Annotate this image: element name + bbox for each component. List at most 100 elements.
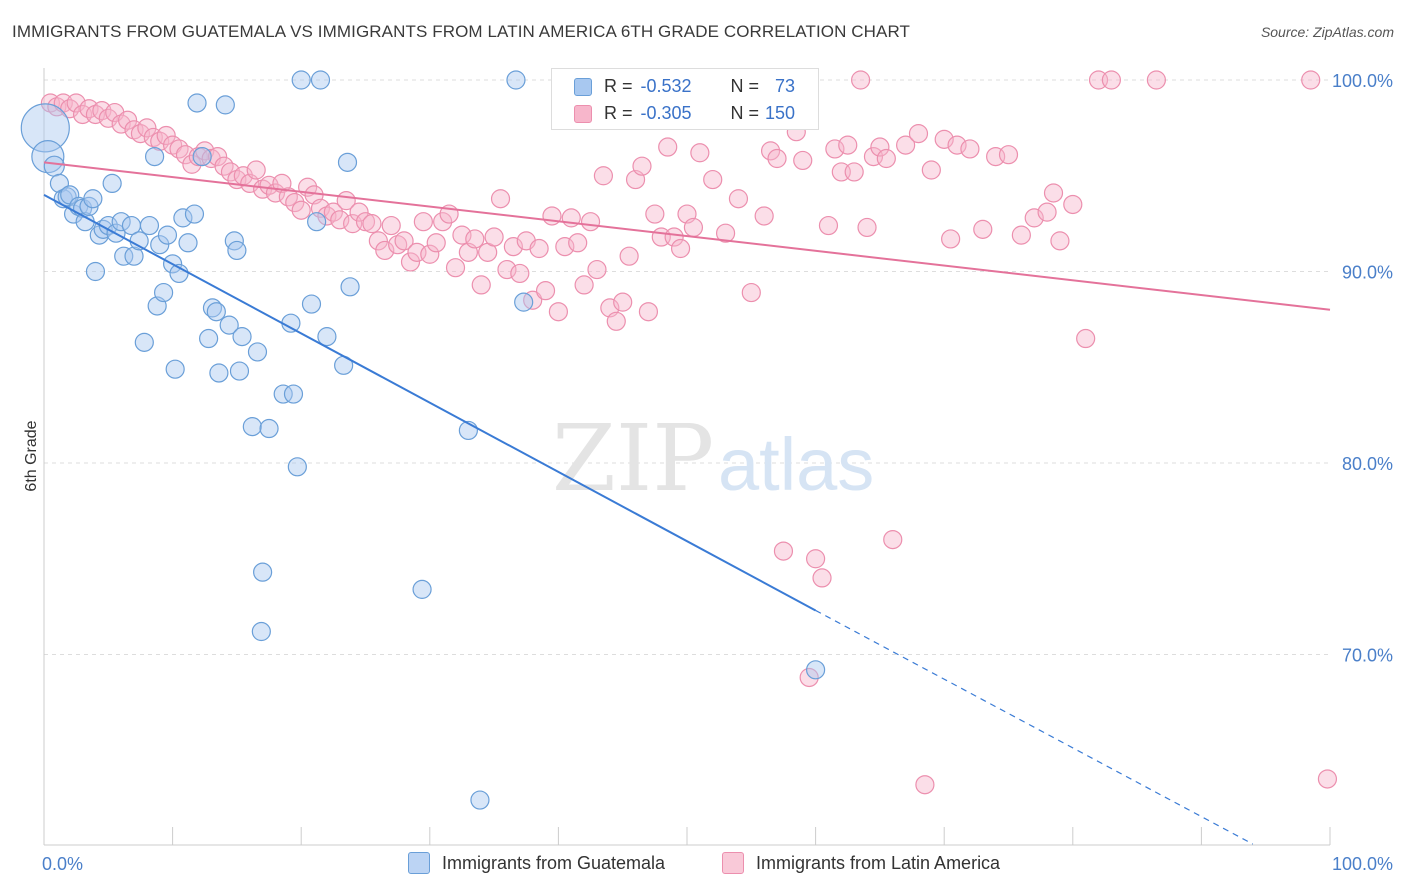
data-point [896, 135, 916, 155]
data-point [291, 70, 311, 90]
data-point [173, 208, 193, 228]
data-point [1011, 225, 1031, 245]
data-point [187, 93, 207, 113]
data-point [232, 327, 252, 347]
stats-swatch-pink [574, 104, 592, 123]
data-point [1037, 202, 1057, 222]
data-point [307, 212, 327, 232]
n-label: N = [730, 76, 760, 96]
data-point [941, 229, 961, 249]
data-point [1063, 194, 1083, 215]
data-point [773, 541, 794, 561]
data-point [83, 189, 103, 209]
data-point [703, 169, 723, 190]
chart-title: IMMIGRANTS FROM GUATEMALA VS IMMIGRANTS … [12, 22, 911, 41]
data-point [124, 246, 144, 266]
legend-item-guatemala[interactable]: Immigrants from Guatemala [408, 852, 665, 874]
x-tick-label-min: 0.0% [42, 854, 83, 874]
data-point [433, 212, 453, 232]
data-point [412, 579, 432, 599]
data-point [381, 215, 401, 236]
data-point [283, 384, 304, 404]
data-point [805, 549, 826, 569]
data-point [394, 231, 414, 251]
trend-line-latin-america [43, 161, 1331, 311]
data-point [301, 294, 322, 314]
data-point [413, 212, 433, 232]
data-point [117, 110, 138, 130]
stats-swatch-blue [574, 77, 592, 96]
stats-row-guatemala: R = -0.532 N = 73 [574, 76, 795, 97]
data-point [690, 143, 710, 163]
legend-label-latin-america: Immigrants from Latin America [756, 852, 1001, 873]
data-point [606, 311, 626, 331]
data-point [192, 147, 212, 167]
data-point [1101, 70, 1121, 90]
data-point [825, 139, 845, 159]
data-point [471, 275, 491, 295]
data-point [921, 160, 941, 180]
data-point [574, 275, 594, 295]
data-point [555, 237, 575, 257]
data-point [638, 302, 659, 322]
data-point [844, 162, 864, 182]
data-point [139, 215, 160, 236]
data-point [330, 210, 350, 230]
data-point [883, 529, 903, 550]
y-tick-label: 90.0% [1342, 263, 1393, 283]
data-point [715, 223, 736, 243]
data-point [220, 162, 241, 182]
watermark-zip: ZIP [552, 405, 714, 512]
data-point [165, 359, 185, 379]
legend-swatch-blue [408, 852, 430, 874]
y-axis-label: 6th Grade [23, 420, 40, 491]
data-point [529, 238, 549, 259]
data-point [215, 95, 235, 115]
n-label: N = [730, 103, 760, 123]
r-label: R = [604, 76, 633, 96]
data-point [337, 152, 358, 172]
data-point [199, 328, 219, 349]
data-point [208, 147, 228, 167]
data-point [246, 160, 266, 180]
trend-line-guatemala-extension [815, 609, 1254, 845]
y-tick-label: 70.0% [1342, 646, 1393, 666]
trend-lines [43, 161, 1331, 845]
data-point [619, 246, 639, 266]
data-point [134, 332, 154, 352]
data-point [420, 244, 440, 264]
data-point [400, 252, 421, 272]
data-point [506, 70, 526, 90]
data-point [202, 298, 223, 318]
data-point [273, 384, 293, 404]
stats-row-latin-america: R = -0.305 N = 150 [574, 103, 795, 124]
data-point [851, 70, 871, 90]
data-point [1043, 183, 1064, 203]
data-point [876, 148, 896, 169]
tick-labels: 70.0% 80.0% 90.0% 100.0% 0.0% 100.0% [42, 71, 1393, 874]
data-point [580, 212, 601, 232]
data-point [242, 417, 262, 437]
data-point [645, 204, 665, 224]
data-point [251, 621, 271, 642]
data-point [973, 219, 993, 239]
x-tick-label-max: 100.0% [1332, 854, 1393, 874]
data-point [227, 240, 247, 261]
data-point [484, 227, 504, 247]
data-point [184, 204, 205, 224]
data-point [349, 202, 369, 222]
data-point [259, 418, 279, 439]
n-value-guatemala: 73 [775, 76, 796, 96]
data-point [799, 667, 819, 688]
data-point [253, 562, 273, 582]
data-point [247, 342, 268, 362]
data-point [1317, 769, 1338, 789]
data-point [150, 235, 170, 255]
data-point [490, 189, 511, 209]
data-point [767, 148, 787, 169]
data-point [209, 363, 229, 383]
data-point [960, 139, 980, 159]
data-point [947, 135, 967, 155]
data-point [857, 217, 877, 238]
legend-item-latin-america[interactable]: Immigrants from Latin America [722, 852, 1000, 874]
